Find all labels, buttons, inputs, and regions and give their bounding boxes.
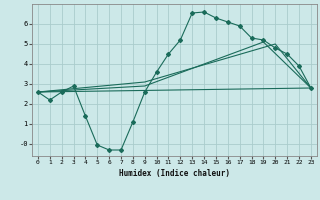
X-axis label: Humidex (Indice chaleur): Humidex (Indice chaleur) xyxy=(119,169,230,178)
